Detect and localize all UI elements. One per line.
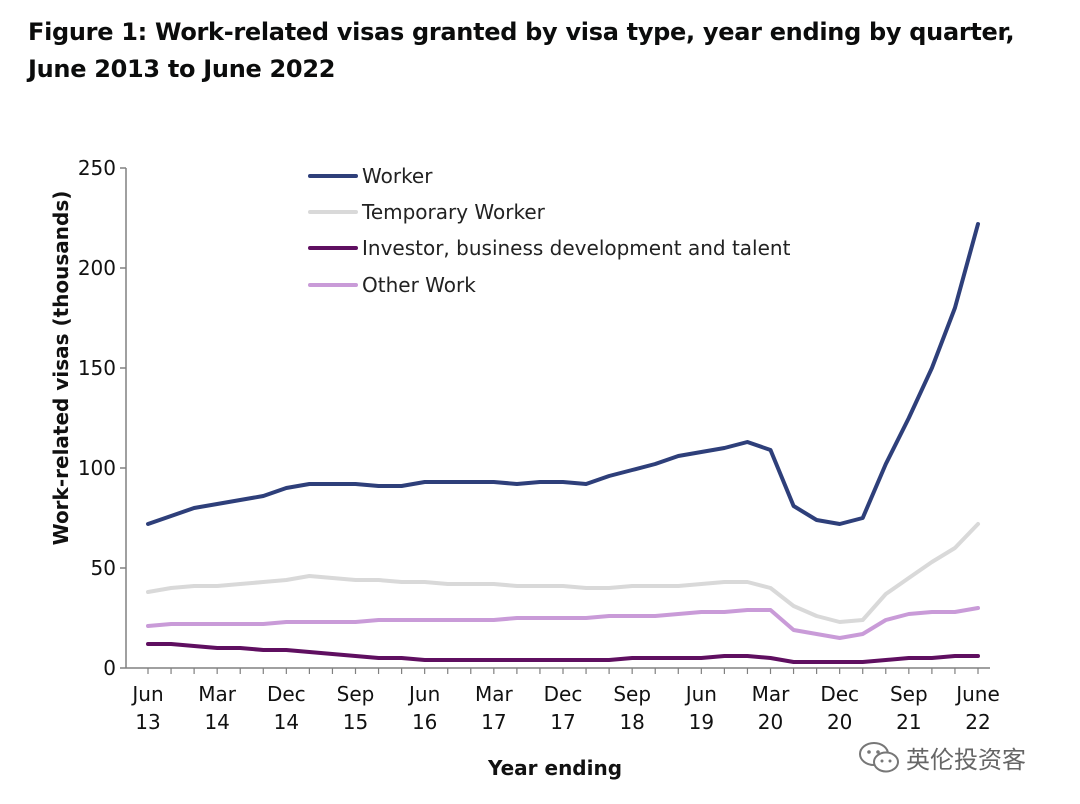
legend-label: Worker: [362, 164, 433, 188]
x-tick-label-month: Sep: [337, 682, 375, 706]
x-tick-label-year: 18: [619, 710, 644, 734]
y-tick-label: 100: [78, 456, 116, 480]
x-tick-label-year: 17: [550, 710, 575, 734]
x-tick-label-month: Dec: [544, 682, 583, 706]
series-lines: [146, 222, 980, 664]
legend-label: Other Work: [362, 273, 476, 297]
figure-title: Figure 1: Work-related visas granted by …: [28, 18, 1015, 83]
x-tick-label-month: Jun: [130, 682, 163, 706]
y-tick-label: 50: [91, 556, 116, 580]
x-tick-label-year: 19: [689, 710, 714, 734]
y-tick-label: 0: [103, 656, 116, 680]
x-tick-label-year: 22: [965, 710, 990, 734]
x-tick-label-year: 14: [204, 710, 229, 734]
x-tick-label-month: Sep: [890, 682, 928, 706]
x-tick-label-month: Mar: [198, 682, 237, 706]
x-tick-label-year: 17: [481, 710, 506, 734]
x-tick-label-month: Mar: [752, 682, 791, 706]
series-line-investor-business-development-and-talent: [146, 642, 980, 664]
legend-label: Temporary Worker: [361, 200, 546, 224]
x-tick-label-year: 20: [827, 710, 852, 734]
x-tick-label-year: 14: [274, 710, 299, 734]
watermark-text: 英伦投资客: [906, 746, 1026, 774]
x-tick-label-month: Jun: [684, 682, 717, 706]
x-tick-label-month: Jun: [407, 682, 440, 706]
axis-ticks: 0 50 100 150 200 250 Jun 13 Mar 14 Dec 14 Sep 15 Jun 16…: [78, 156, 1000, 734]
chart-legend: Worker Temporary Worker Investor, business…: [308, 164, 791, 297]
x-tick-label-month: Dec: [820, 682, 859, 706]
y-tick-label: 200: [78, 256, 116, 280]
watermark: 英伦投资客: [858, 740, 1026, 775]
y-axis-title: Work-related visas (thousands): [49, 191, 73, 546]
x-tick-label-month: June: [954, 682, 1000, 706]
x-tick-label-month: Sep: [613, 682, 651, 706]
x-tick-label-year: 20: [758, 710, 783, 734]
x-tick-label-year: 13: [135, 710, 160, 734]
series-line-worker: [146, 222, 980, 526]
x-tick-label-year: 16: [412, 710, 437, 734]
series-line-temporary-worker: [146, 522, 980, 624]
y-tick-label: 250: [78, 156, 116, 180]
x-tick-label-month: Mar: [475, 682, 514, 706]
x-tick-label-year: 21: [896, 710, 921, 734]
y-tick-label: 150: [78, 356, 116, 380]
x-axis-title: Year ending: [487, 756, 622, 780]
chart-axes: [125, 168, 990, 669]
legend-label: Investor, business development and talen…: [362, 236, 791, 260]
x-tick-label-month: Dec: [267, 682, 306, 706]
series-line-other-work: [146, 606, 980, 640]
wechat-icon: [859, 741, 899, 772]
x-tick-label-year: 15: [343, 710, 368, 734]
